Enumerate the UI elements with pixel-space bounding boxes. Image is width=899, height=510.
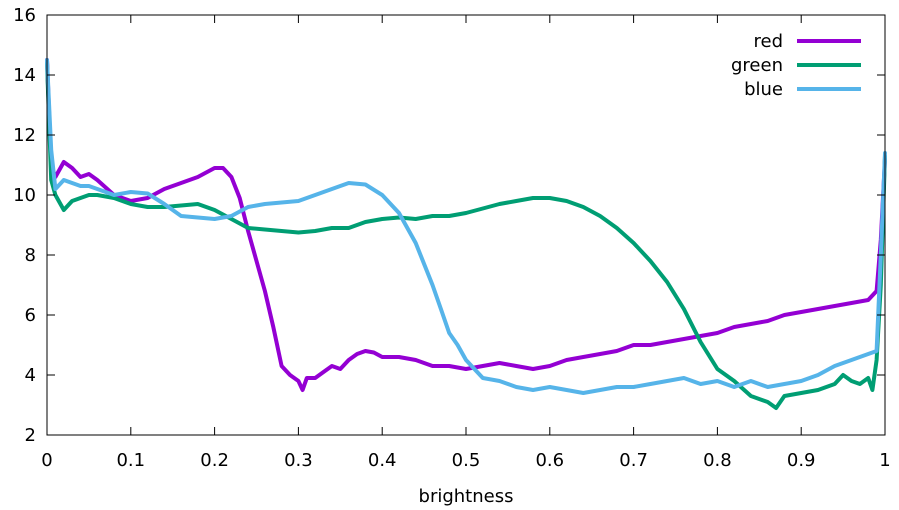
y-tick-label: 8 bbox=[25, 245, 36, 266]
x-tick-label: 1 bbox=[879, 450, 890, 471]
x-tick-label: 0.2 bbox=[200, 450, 229, 471]
y-tick-label: 4 bbox=[25, 365, 36, 386]
legend: red green blue bbox=[731, 31, 861, 100]
x-axis-title: brightness bbox=[419, 486, 514, 507]
x-tick-label: 0.7 bbox=[619, 450, 648, 471]
y-tick-label: 16 bbox=[13, 5, 36, 26]
y-tick-label: 12 bbox=[13, 125, 36, 146]
y-tick-label: 14 bbox=[13, 65, 36, 86]
y-tick-label: 6 bbox=[25, 305, 36, 326]
series-line-blue bbox=[45, 58, 887, 395]
x-tick-label: 0 bbox=[41, 450, 52, 471]
x-tick-label: 0.6 bbox=[535, 450, 564, 471]
legend-label-green: green bbox=[731, 55, 783, 76]
series-line-green bbox=[45, 61, 887, 410]
legend-label-blue: blue bbox=[744, 79, 783, 100]
x-tick-label: 0.9 bbox=[787, 450, 816, 471]
x-tick-label: 0.8 bbox=[703, 450, 732, 471]
legend-label-red: red bbox=[753, 31, 783, 52]
x-tick-label: 0.3 bbox=[284, 450, 313, 471]
x-tick-label: 0.1 bbox=[116, 450, 145, 471]
x-tick-label: 0.4 bbox=[368, 450, 397, 471]
series-layer bbox=[45, 58, 887, 410]
series-line-red bbox=[45, 58, 887, 392]
plot-frame bbox=[46, 14, 886, 436]
x-tick-label: 0.5 bbox=[452, 450, 481, 471]
y-tick-label: 10 bbox=[13, 185, 36, 206]
axis-layer: 0 0.1 0.2 0.3 0.4 0.5 0.6 0.7 0.8 0.9 124681012141… bbox=[13, 5, 891, 471]
y-tick-label: 2 bbox=[25, 425, 36, 446]
